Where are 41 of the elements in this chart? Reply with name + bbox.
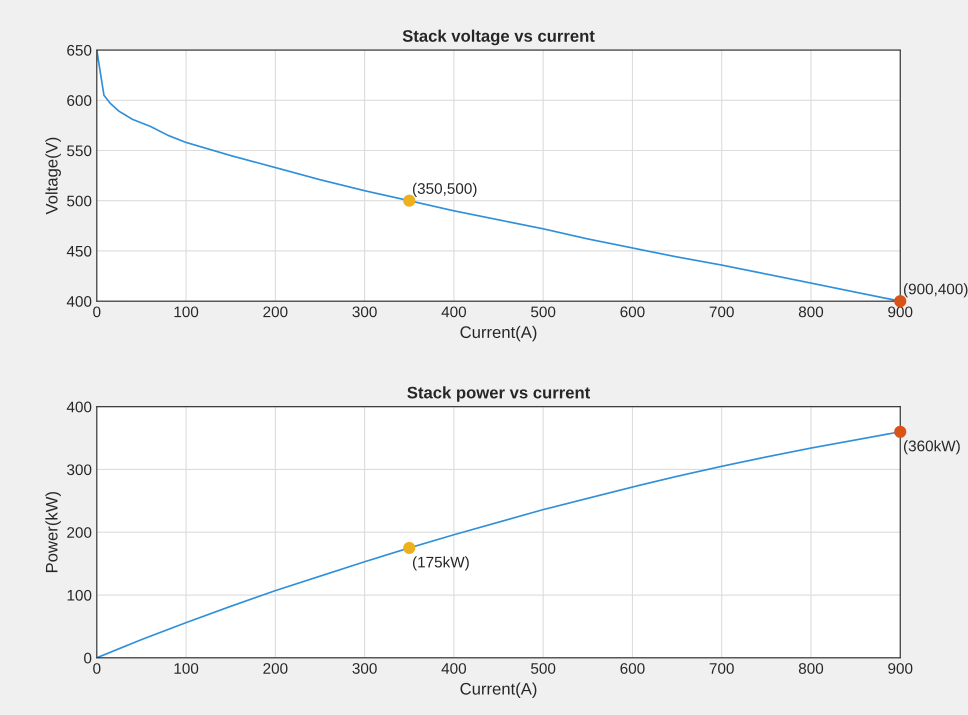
x-tick-label: 800 (798, 663, 824, 674)
x-tick-label: 300 (352, 306, 377, 318)
x-tick-label: 600 (620, 663, 645, 674)
y-tick-label: 600 (67, 95, 92, 106)
x-tick-label: 900 (888, 663, 912, 674)
y-tick-label: 300 (67, 464, 92, 476)
x-tick-label: 200 (263, 306, 288, 318)
y-tick-label: 400 (66, 402, 92, 412)
x-tick-label: 400 (441, 663, 466, 674)
text: (900,400) (904, 283, 968, 298)
x-axis-title: Current(A) (460, 682, 536, 698)
annotation: (175kW) (412, 556, 469, 571)
y-tick-label: 0 (84, 652, 92, 664)
x-tick-label: 100 (174, 663, 198, 674)
x-tick-label: 0 (93, 306, 100, 318)
x-tick-label: 700 (710, 306, 734, 318)
x-tick-label: 800 (798, 306, 824, 318)
annotation: (350,500) (412, 182, 476, 197)
chart-title: Stack voltage vs current (402, 30, 595, 46)
x-tick-label: 600 (620, 306, 645, 318)
y-tick-label: 200 (67, 527, 92, 538)
y-tick-label: 400 (66, 296, 92, 307)
x-tick-label: 500 (531, 306, 556, 318)
y-tick-label: 100 (68, 590, 92, 601)
y-tick-label: 550 (67, 145, 92, 156)
x-tick-label: 300 (352, 663, 377, 674)
chart-title: Stack power vs current (407, 386, 590, 402)
x-tick-label: 500 (531, 663, 556, 674)
y-axis-title: Power(kW) (45, 492, 61, 572)
y-tick-label: 450 (66, 246, 92, 257)
x-tick-label: 700 (710, 663, 734, 674)
text: (360kW) (904, 440, 960, 454)
x-tick-label: 900 (888, 306, 912, 318)
x-tick-label: 100 (174, 306, 198, 318)
y-tick-label: 650 (67, 44, 92, 56)
x-tick-label: 400 (441, 306, 466, 318)
y-tick-label: 500 (67, 196, 92, 206)
y-axis-title: Voltage(V) (45, 138, 61, 214)
x-axis-title: Current(A) (460, 326, 536, 342)
x-tick-label: 200 (263, 663, 288, 674)
x-tick-label: 0 (93, 663, 100, 674)
